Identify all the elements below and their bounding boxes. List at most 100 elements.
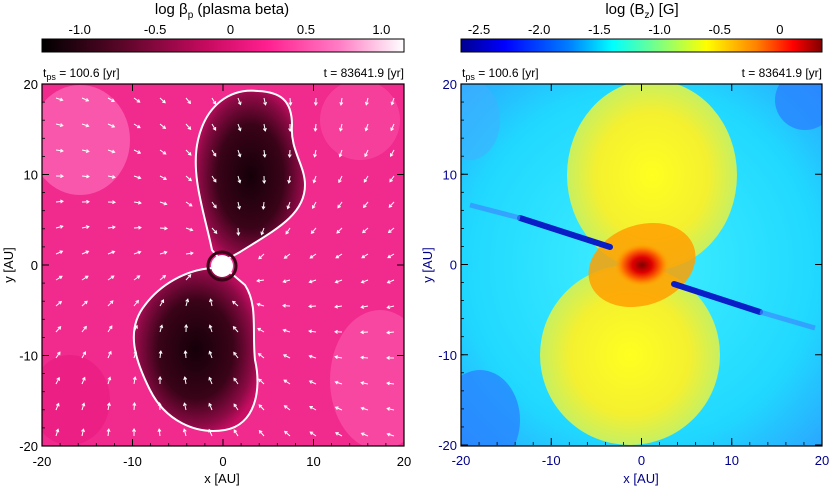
vector-arrow-head [60,174,64,179]
vector-arrow [284,431,291,437]
vector-arrow [185,274,192,281]
vector-arrow [133,377,136,385]
vector-arrow-head [56,351,61,356]
vector-arrow-head [132,428,137,432]
vector-arrow-head [312,179,317,184]
vector-arrow-head [288,128,293,132]
vector-arrow [361,253,369,259]
vector-arrow [133,123,141,129]
vector-arrow-head [287,154,292,158]
vector-arrow [361,305,369,308]
left-time-ps: tps = 100.6 [yr] [43,66,120,82]
vector-arrow-head [108,325,113,330]
vector-arrow [185,175,192,181]
vector-arrow [237,123,241,131]
vector-arrow [81,250,89,255]
vector-arrow-head [106,428,111,432]
vector-arrow-head [187,274,192,278]
vector-arrow-head [364,153,368,158]
vector-arrow [313,175,317,183]
vector-arrow [133,275,140,281]
vector-arrow-head [283,405,288,409]
vector-arrow [257,328,265,333]
vector-arrow-head [386,279,391,284]
right-colorbar-tick-label: -1.0 [648,22,670,37]
vector-arrow-head [157,402,162,406]
vector-arrow-head [162,125,167,130]
right-axes: -20 -10 0 10 20 20 10 0 -10 -20 [438,77,829,468]
vector-arrow [209,351,213,359]
vector-arrow-head [233,429,238,434]
vector-arrow [387,433,395,437]
vector-arrow-head [308,380,313,384]
vector-arrow [390,123,395,131]
vector-arrow-head [256,302,261,307]
right-colorbar-tick-label: -2.0 [528,22,550,37]
vector-arrow [312,201,317,209]
left-colorbar-tick-label: -0.5 [144,22,166,37]
vector-arrow-head [59,224,64,229]
vector-arrow-head [108,350,112,355]
vector-arrow [391,97,395,105]
vector-arrow-head [258,429,263,434]
vector-arrow [237,227,240,236]
vector-arrow [107,175,115,178]
vector-arrow-head [162,151,167,155]
vector-arrow [133,351,137,359]
left-panel: log βp (plasma beta) -1.0 -0.5 0 0.5 1.0 tps… [1,1,411,486]
vector-arrow-head [308,329,313,334]
vector-arrow-head [208,324,213,329]
vector-arrow [360,356,369,359]
vector-arrow [81,226,89,229]
vector-arrow-head [313,128,318,132]
vector-arrow [107,251,115,255]
vector-arrow [211,227,218,234]
vector-arrow [237,201,241,209]
vector-arrow-head [137,175,142,180]
vector-arrow [237,97,242,105]
right-ytick-label: 10 [443,167,457,182]
vector-arrow [55,123,63,127]
left-colorbar-tick-label: 0 [227,22,234,37]
right-plot-image [461,84,822,446]
vector-arrow-head [111,98,115,102]
vector-arrow [233,352,239,359]
vector-arrow [257,279,265,282]
vector-arrow-head [287,179,292,184]
vector-arrow-head [310,230,315,235]
vector-arrow-head [138,225,142,230]
right-xtick-label: 0 [638,453,645,468]
vector-arrow-head [137,200,142,205]
vector-arrow [259,430,265,437]
vector-arrow-head [112,200,116,205]
vector-arrow-head [386,330,390,335]
vector-arrow-head [59,148,64,153]
vector-arrow-head [338,153,343,158]
vector-arrow [211,149,217,157]
vector-arrow-head [233,351,237,356]
vector-arrow-head [159,324,164,329]
vector-arrow [107,325,113,333]
vector-arrow-head [312,205,316,209]
vector-arrow [386,331,395,334]
vector-arrow [55,351,61,359]
vector-arrow-head [364,101,369,106]
vector-arrow-head [212,126,217,131]
vector-arrow [159,149,167,155]
vector-arrow-head [390,127,394,132]
vector-arrow [158,428,161,437]
vector-arrow [309,380,317,385]
vector-arrow-head [106,402,111,407]
vector-arrow-head [208,428,212,433]
vector-arrow-head [82,351,87,355]
vector-arrow-head [208,350,213,355]
left-ytick-label: 20 [24,77,38,92]
vector-arrow-head [163,250,168,255]
vector-arrow [335,279,343,283]
vector-arrow [55,97,63,101]
vector-arrow [81,300,88,307]
vector-arrow-head [83,325,87,330]
vector-arrow-head [387,229,392,234]
vector-arrow [209,299,213,307]
